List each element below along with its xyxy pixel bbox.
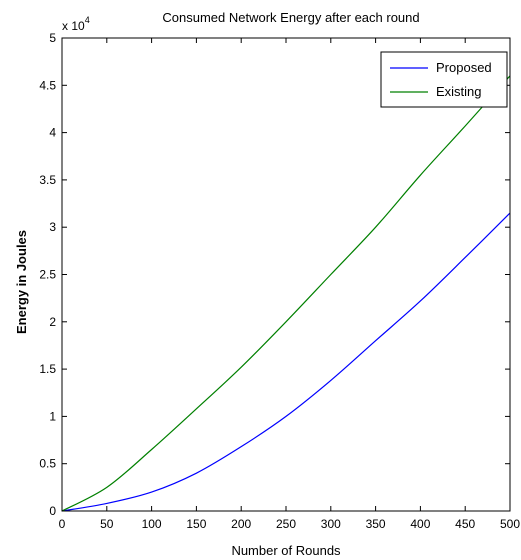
y-tick-label: 2.5 <box>39 268 56 282</box>
y-tick-label: 5 <box>49 31 56 45</box>
chart-title: Consumed Network Energy after each round <box>162 10 419 25</box>
x-tick-label: 0 <box>59 517 66 531</box>
legend-label-existing: Existing <box>436 84 482 99</box>
x-tick-label: 450 <box>455 517 475 531</box>
series-line-proposed <box>61 212 511 512</box>
x-axis-label: Number of Rounds <box>231 543 341 558</box>
y-tick-label: 4 <box>49 126 56 140</box>
ticks-layer: 0 50 100 150 200 250 300 350 400 450 500 0 0.5 1 1.5 2 2… <box>39 31 520 531</box>
y-tick-label: 1.5 <box>39 362 56 376</box>
x-tick-label: 200 <box>231 517 251 531</box>
plot-area-frame <box>61 37 511 512</box>
y-exponent-prefix: x 10 <box>62 19 85 33</box>
legend: Proposed Existing <box>380 51 508 108</box>
series-line-existing <box>61 75 511 512</box>
x-tick-label: 400 <box>410 517 430 531</box>
y-tick-label: 1 <box>49 409 56 423</box>
y-tick-label: 3.5 <box>39 173 56 187</box>
x-tick-label: 50 <box>100 517 114 531</box>
x-tick-label: 500 <box>500 517 520 531</box>
y-tick-label: 0 <box>49 504 56 518</box>
x-tick-label: 300 <box>321 517 341 531</box>
y-tick-label: 4.5 <box>39 78 56 92</box>
x-tick-label: 150 <box>186 517 206 531</box>
x-tick-label: 100 <box>142 517 162 531</box>
y-exponent-label: x 104 <box>62 15 90 33</box>
legend-box <box>380 51 508 108</box>
y-axis-label: Energy in Joules <box>14 230 29 334</box>
series-layer <box>61 75 511 512</box>
y-tick-label: 0.5 <box>39 457 56 471</box>
x-tick-label: 350 <box>366 517 386 531</box>
x-tick-label: 250 <box>276 517 296 531</box>
y-tick-label: 3 <box>49 220 56 234</box>
y-exponent-power: 4 <box>85 15 90 25</box>
legend-label-proposed: Proposed <box>436 60 492 75</box>
y-tick-label: 2 <box>49 315 56 329</box>
